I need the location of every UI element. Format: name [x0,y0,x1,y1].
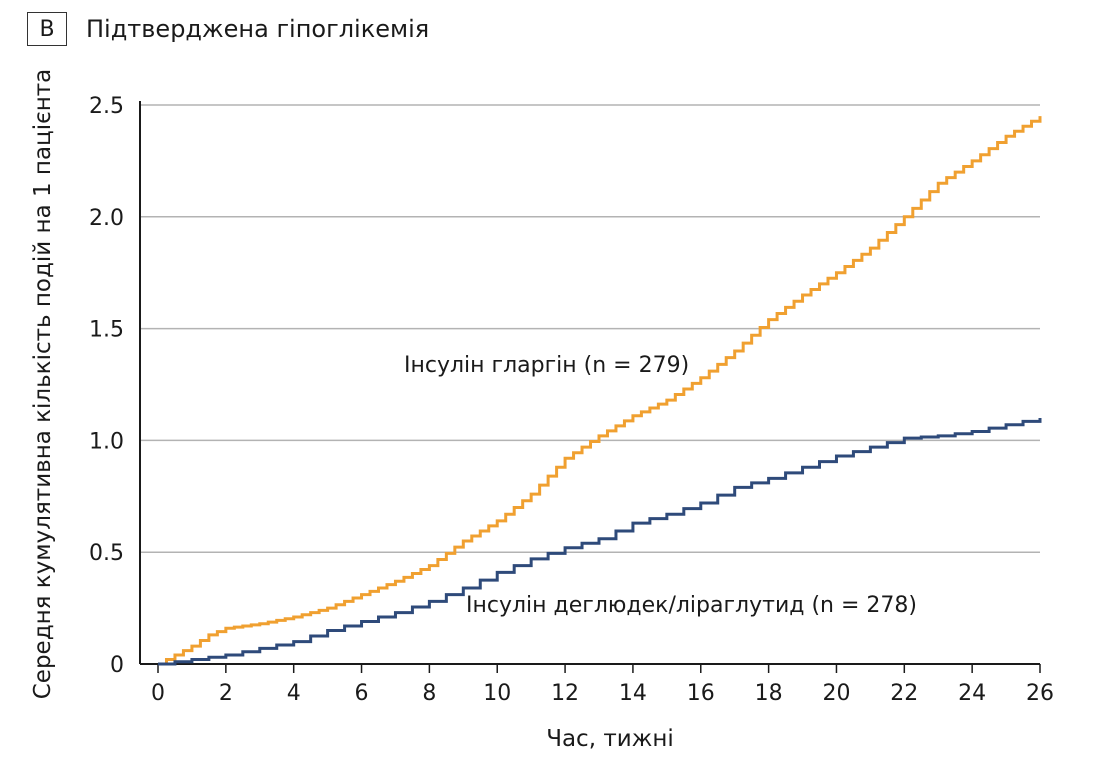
y-tick-label: 0 [110,653,124,678]
x-tick-label: 2 [219,681,233,706]
x-tick-label: 10 [483,681,511,706]
x-tick-label: 26 [1026,681,1054,706]
series-label-glargine: Інсулін гларгін (n = 279) [404,353,689,378]
y-tick-label: 1.5 [89,318,124,343]
y-axis-title: Середня кумулятивна кількість подій на 1… [30,69,56,700]
y-tick-label: 2.0 [89,206,124,231]
gridlines [140,104,1040,553]
x-tick-label: 0 [151,681,165,706]
axes [139,101,1041,673]
chart-title: Підтверджена гіпоглікемія [86,15,430,43]
series-label-degludec-liraglutide: Інсулін деглюдек/ліраглутид (n = 278) [466,593,917,618]
x-tick-label: 6 [355,681,369,706]
y-tick-label: 1.0 [89,429,124,454]
x-tick-label: 16 [687,681,715,706]
x-tick-label: 22 [890,681,918,706]
x-tick-label: 20 [822,681,850,706]
x-tick-label: 14 [619,681,647,706]
series-lines [158,116,1042,666]
x-tick-label: 4 [287,681,301,706]
series-line-glargine [158,116,1042,666]
x-tick-label: 12 [551,681,579,706]
y-tick-label: 2.5 [89,94,124,119]
series-line-degludec-liraglutide [158,418,1042,666]
tick-labels: 00.51.01.52.02.50 2 4 6 8 10 12 14 16 18 20 22 24 26 [89,94,1054,706]
x-tick-label: 24 [958,681,986,706]
y-tick-label: 0.5 [89,541,124,566]
x-tick-label: 18 [755,681,783,706]
panel-letter-badge: B [27,12,67,46]
x-tick-label: 8 [422,681,436,706]
x-axis-title: Час, тижні [546,726,674,752]
